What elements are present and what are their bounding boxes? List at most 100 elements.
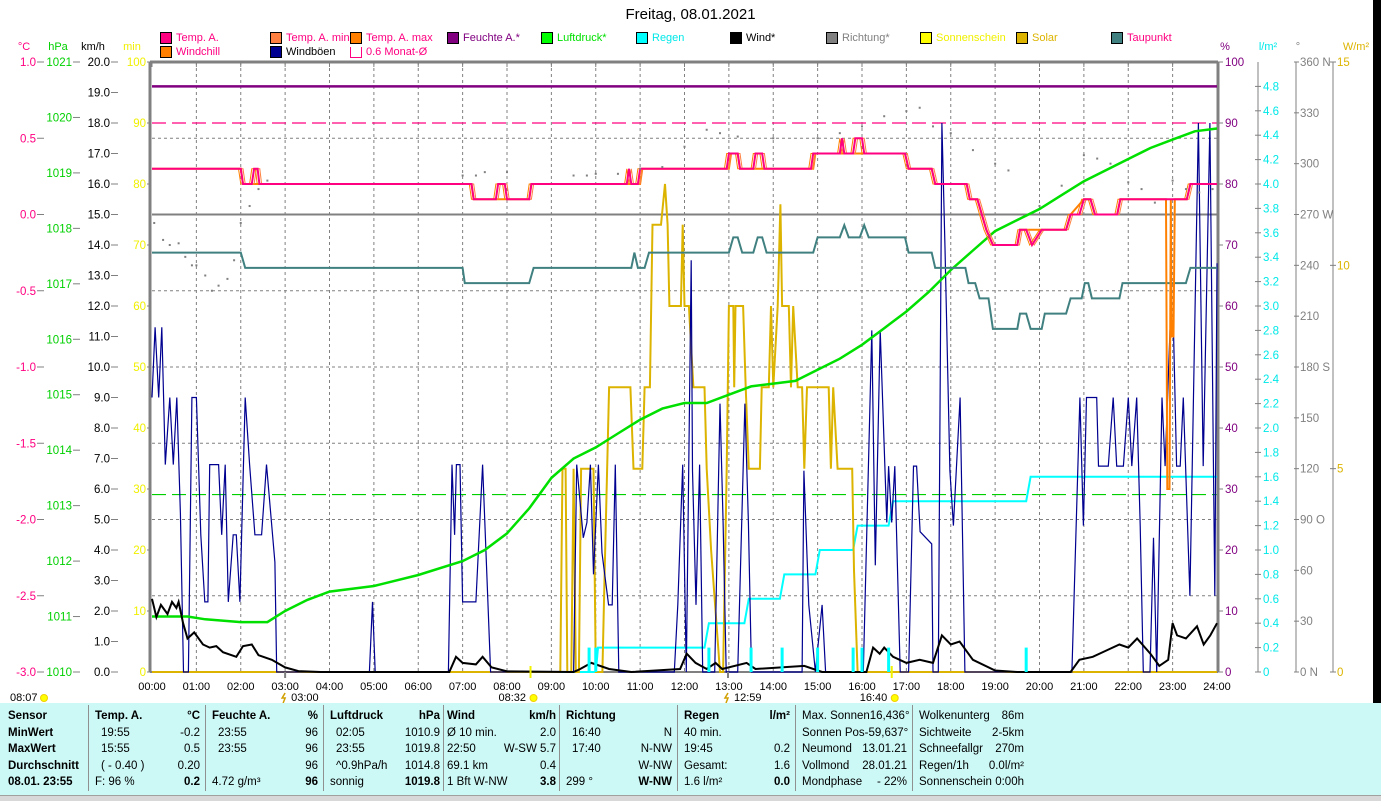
stats-row: Vollmond 28.01.21 [802,758,907,775]
stats-row: 15:55 0.5 [95,741,200,758]
axis-unit-wm2: W/m² [1343,41,1370,53]
axis-label-rain: 0.2 [1263,643,1279,655]
chart-title: Freitag, 08.01.2021 [625,6,756,23]
stats-cell-label: Max. Sonnen [802,710,870,722]
axis-label-dir: 180 S [1300,362,1330,374]
x-tick-label: 00:00 [138,681,166,693]
stats-cell-value: - 22% [876,776,907,788]
direction-dot [932,125,934,128]
axis-label-pct: 100 [1225,57,1244,69]
legend-swatch [1016,32,1028,44]
stats-cell-value: 2-5km [992,726,1024,739]
stats-row: W-NW [566,758,672,775]
stats-header-label: Temp. A. [95,710,143,722]
stats-cell-label: 299 ° [566,776,593,788]
legend-label: Luftdruck* [557,32,607,44]
stats-cell-value: 96 [305,759,318,772]
stats-cell-value: 96 [305,776,318,788]
direction-dot [177,242,180,245]
legend-swatch [826,32,838,44]
x-tick-label: 05:00 [360,681,388,693]
axis-label-min: 50 [133,362,146,374]
axis-label-temp: -3.0 [16,667,36,679]
legend-swatch [541,32,553,44]
stats-row: 23:55 1019.8 [330,741,440,758]
direction-dot [639,167,642,170]
axis-label-kmh: 7.0 [94,454,110,466]
axis-label-hpa: 1011 [47,612,72,624]
axis-label-pct: 90 [1225,118,1238,130]
series-luftdruck [152,127,1218,624]
axis-label-kmh: 4.0 [94,545,110,557]
stats-cell-value: -0.2 [180,726,200,739]
axis-label-kmh: 1.0 [94,637,110,649]
direction-dot [816,137,819,140]
axis-label-hpa: 1019 [46,168,72,180]
stats-col-temp: Temp. A. °C 19:55 -0.2 15:55 0.5 ( - 0.40 ) 0.2… [95,708,200,790]
axis-label-kmh: 17.0 [88,149,110,161]
sun-event-time: 08:07 [10,692,38,703]
legend-label: Wind* [746,32,776,44]
stats-cell-value: 13.01.21 [862,743,907,755]
direction-dot [248,205,251,208]
axis-label-wm2: 10 [1337,260,1350,272]
axis-unit-hpa: hPa [48,41,68,53]
stats-cell-label: Wolkenunterg [919,710,990,722]
axis-unit-pct: % [1220,41,1230,53]
direction-dot [226,277,229,280]
x-tick-label: 14:00 [759,681,787,693]
axis-label-rain: 2.0 [1263,423,1279,435]
axis-label-temp: 0.0 [20,210,36,222]
stats-row: 40 min. [684,725,790,742]
axis-label-pct: 30 [1225,484,1238,496]
axis-label-rain: 2.6 [1263,350,1279,362]
direction-dot [1184,188,1187,191]
stats-header-unit: l/m² [769,710,790,722]
axis-label-pct: 80 [1225,179,1238,191]
x-tick-label: 18:00 [937,681,965,693]
direction-dot [861,125,863,128]
stats-cell-label: Mondphase [802,776,863,788]
sun-event-time: 12:59 [734,692,762,703]
stats-col-rain: Regen l/m² 40 min. 19:45 0.2 Gesamt: 1.6 1.6 l/… [684,708,790,790]
axis-label-rain: 2.2 [1263,399,1279,411]
stats-cell-label: 4.72 g/m³ [212,776,261,788]
axis-label-dir: 360 N [1300,57,1331,69]
axis-label-temp: -1.0 [16,362,36,374]
stats-sensor-col: Sensor MinWert MaxWert Durchschnitt 08.0… [8,708,88,790]
legend-swatch [730,32,742,44]
axis-label-dir: 60 [1300,565,1313,577]
direction-dot [1007,169,1010,172]
x-tick-label: 06:00 [404,681,432,693]
stats-row: 69.1 km 0.4 [447,758,556,775]
stats-header: Regen l/m² [684,708,790,725]
x-tick-label: 24:00 [1203,681,1231,693]
legend-item: Temp. A. max [350,32,433,44]
stats-row: Ø 10 min. 2.0 [447,725,556,742]
stats-row: 23:55 96 [212,741,318,758]
axis-label-dir: 120 [1300,464,1319,476]
axis-label-kmh: 10.0 [88,362,110,374]
legend-item: Richtung* [826,32,890,44]
axis-label-pct: 70 [1225,240,1238,252]
x-tick-label: 09:00 [538,681,566,693]
stats-misc-col: Wolkenunterg 86m Sichtweite 2-5km Schneefall… [919,708,1024,790]
axis-label-rain: 3.6 [1263,228,1279,240]
stats-cell-label: 19:45 [684,743,713,755]
axis-label-min: 70 [133,240,146,252]
stats-row: Sonnenschein 0:00h [919,774,1024,791]
legend-item: Solar [1016,32,1058,44]
x-tick-label: 17:00 [893,681,921,693]
axis-label-kmh: 2.0 [94,606,110,618]
axis-label-kmh: 8.0 [94,423,110,435]
stats-panel: Sensor MinWert MaxWert Durchschnitt 08.0… [0,703,1381,795]
legend-swatch [350,32,362,44]
stats-header: Richtung [566,708,672,725]
stats-cell-value: 1.6 [774,759,790,772]
stats-row: 22:50 W-SW 5.7 [447,741,556,758]
stats-row: Gesamt: 1.6 [684,758,790,775]
legend-label: Taupunkt [1127,32,1172,44]
axis-label-rain: 0.8 [1263,569,1279,581]
axis-label-temp: -2.5 [16,591,36,603]
stats-cell-label: 1 Bft W-NW [447,776,508,788]
